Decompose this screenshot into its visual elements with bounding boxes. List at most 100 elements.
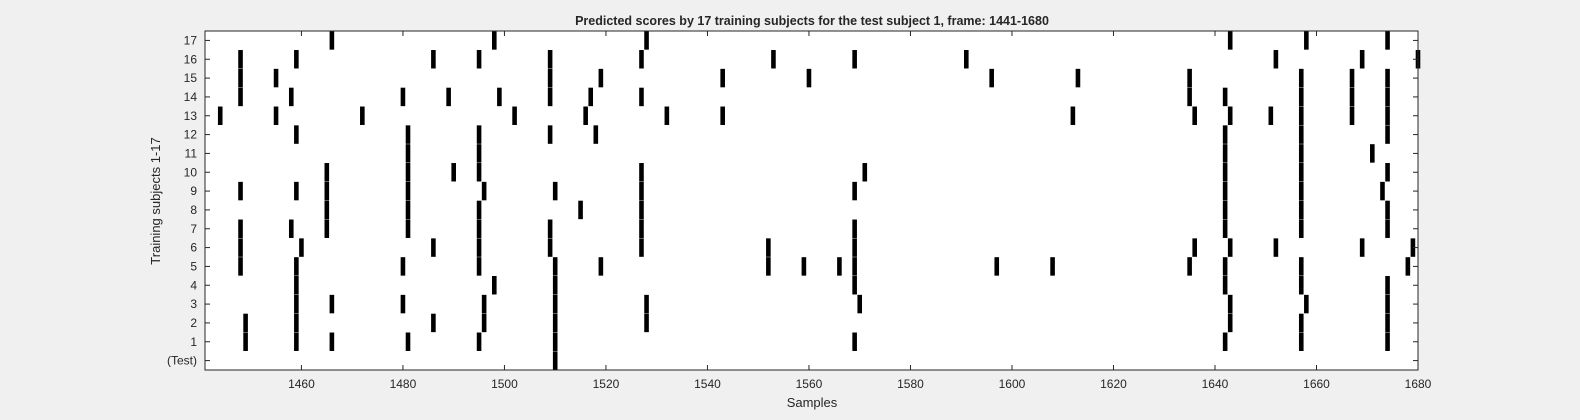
event-mark xyxy=(1298,276,1304,295)
event-mark xyxy=(598,257,604,276)
event-mark xyxy=(243,313,248,333)
event-mark xyxy=(1380,181,1385,201)
event-mark xyxy=(852,219,857,238)
event-mark xyxy=(1304,31,1309,50)
event-mark xyxy=(1222,257,1228,276)
event-mark xyxy=(852,181,857,201)
event-mark xyxy=(1298,181,1304,201)
event-mark xyxy=(238,181,243,201)
y-tick-label: 4 xyxy=(190,278,197,292)
event-mark xyxy=(1385,31,1390,50)
event-mark xyxy=(329,31,335,50)
event-mark xyxy=(547,68,553,88)
event-mark xyxy=(862,163,868,182)
event-mark xyxy=(476,200,482,220)
event-mark xyxy=(1304,294,1309,314)
event-mark xyxy=(552,332,558,351)
x-tick-label: 1560 xyxy=(796,377,823,391)
event-mark xyxy=(294,313,299,333)
event-mark xyxy=(1359,238,1365,257)
event-mark xyxy=(994,257,1000,276)
event-mark xyxy=(238,219,243,238)
x-tick-label: 1500 xyxy=(491,377,518,391)
event-mark xyxy=(1222,332,1228,351)
event-mark xyxy=(238,68,243,88)
event-mark xyxy=(1370,144,1375,163)
event-mark xyxy=(476,125,482,144)
event-mark xyxy=(238,50,243,69)
event-mark xyxy=(476,50,482,69)
event-mark xyxy=(1349,68,1355,88)
event-mark xyxy=(639,200,644,220)
event-mark xyxy=(1298,163,1304,182)
event-mark xyxy=(1298,313,1304,333)
x-tick-label: 1620 xyxy=(1100,377,1127,391)
event-mark xyxy=(837,257,842,276)
event-mark xyxy=(1222,219,1228,238)
event-mark xyxy=(547,125,553,144)
event-mark xyxy=(598,68,604,88)
event-mark xyxy=(405,163,411,182)
y-tick-label: 10 xyxy=(184,165,198,179)
event-mark xyxy=(329,294,335,314)
event-mark xyxy=(1385,219,1390,238)
event-mark xyxy=(294,257,299,276)
event-mark xyxy=(1227,238,1233,257)
event-mark xyxy=(294,294,299,314)
event-mark xyxy=(405,200,411,220)
event-mark xyxy=(1298,332,1304,351)
event-mark xyxy=(400,294,406,314)
y-tick-label: 7 xyxy=(190,222,197,236)
event-mark xyxy=(1075,68,1081,88)
x-axis-label: Samples xyxy=(787,395,838,410)
event-mark xyxy=(294,50,299,69)
event-mark xyxy=(857,294,863,314)
event-mark xyxy=(552,276,558,295)
y-tick-label: 15 xyxy=(184,71,198,85)
event-mark xyxy=(547,50,553,69)
event-mark xyxy=(431,50,436,69)
event-mark xyxy=(324,181,330,201)
y-tick-label: 6 xyxy=(190,241,197,255)
event-mark xyxy=(497,87,502,107)
event-mark xyxy=(1298,219,1304,238)
event-mark xyxy=(294,332,299,351)
event-mark xyxy=(1385,332,1390,351)
event-mark xyxy=(294,181,299,201)
event-mark xyxy=(1222,276,1228,295)
event-mark xyxy=(481,294,487,314)
event-mark xyxy=(1222,200,1228,220)
event-mark xyxy=(294,276,299,295)
event-mark xyxy=(578,200,583,220)
event-mark xyxy=(491,276,497,295)
event-mark xyxy=(1070,106,1076,125)
x-tick-label: 1680 xyxy=(1405,377,1432,391)
event-mark xyxy=(771,50,776,69)
y-tick-label: 8 xyxy=(190,203,197,217)
event-mark xyxy=(288,87,294,107)
event-mark xyxy=(324,200,330,220)
y-tick-label: (Test) xyxy=(167,354,197,368)
event-mark xyxy=(644,313,649,333)
event-mark xyxy=(294,125,299,144)
event-mark xyxy=(405,125,411,144)
event-mark xyxy=(852,276,857,295)
event-mark xyxy=(238,87,243,107)
event-mark xyxy=(1227,106,1233,125)
event-mark xyxy=(1298,144,1304,163)
event-mark xyxy=(476,332,482,351)
y-tick-label: 1 xyxy=(190,335,197,349)
y-tick-label: 14 xyxy=(184,90,198,104)
event-mark xyxy=(1359,50,1365,69)
event-mark xyxy=(547,219,553,238)
y-tick-label: 12 xyxy=(184,128,198,142)
x-tick-label: 1460 xyxy=(288,377,315,391)
event-mark xyxy=(1298,68,1304,88)
event-mark xyxy=(1298,87,1304,107)
event-mark xyxy=(1298,125,1304,144)
event-mark xyxy=(1273,238,1279,257)
event-mark xyxy=(720,68,725,88)
plot-area xyxy=(205,31,1418,370)
event-mark xyxy=(1298,106,1304,125)
